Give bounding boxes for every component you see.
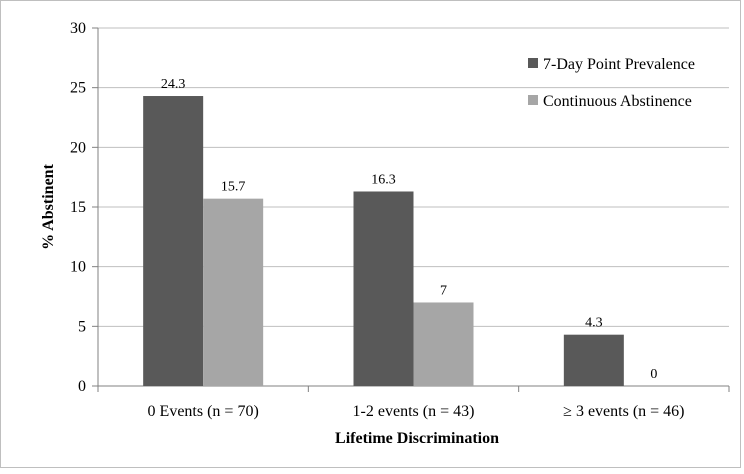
legend: 7-Day Point Prevalence Continuous Abstin… (528, 56, 695, 110)
x-axis-title: Lifetime Discrimination (335, 430, 499, 447)
legend-swatch-7-day-point-prevalence (528, 58, 538, 68)
data-label: 4.3 (585, 316, 603, 331)
y-tick-label: 25 (70, 80, 86, 97)
data-label: 7 (440, 283, 447, 298)
legend-label-7-day-point-prevalence: 7-Day Point Prevalence (543, 56, 695, 73)
bars (143, 96, 624, 387)
bar (353, 191, 414, 386)
legend-label-continuous-abstinence: Continuous Abstinence (543, 93, 692, 110)
y-tick-label: 20 (70, 139, 86, 156)
data-labels: 24.3 15.7 16.3 7 4.3 0 (161, 77, 657, 382)
data-label: 15.7 (221, 180, 246, 195)
legend-swatch-continuous-abstinence (528, 95, 538, 105)
y-tick-label: 15 (70, 199, 86, 216)
x-tick-label: 1-2 events (n = 43) (353, 403, 475, 420)
bar (143, 96, 204, 387)
data-label: 16.3 (371, 172, 396, 187)
bar (203, 198, 264, 386)
data-label: 0 (650, 367, 657, 382)
bar (563, 334, 624, 386)
y-tick-label: 5 (78, 318, 86, 335)
x-tick-label: ≥ 3 events (n = 46) (563, 403, 684, 420)
data-label: 24.3 (161, 77, 186, 92)
tick-labels: 0 5 10 15 20 25 30 0 Events (n = 70) 1-2 events … (70, 20, 685, 420)
y-axis-title: % Abstinent (40, 163, 57, 249)
y-tick-label: 10 (70, 259, 86, 276)
bar (413, 302, 474, 386)
y-tick-label: 0 (78, 378, 86, 395)
y-tick-label: 30 (70, 20, 86, 37)
x-tick-label: 0 Events (n = 70) (148, 403, 259, 420)
